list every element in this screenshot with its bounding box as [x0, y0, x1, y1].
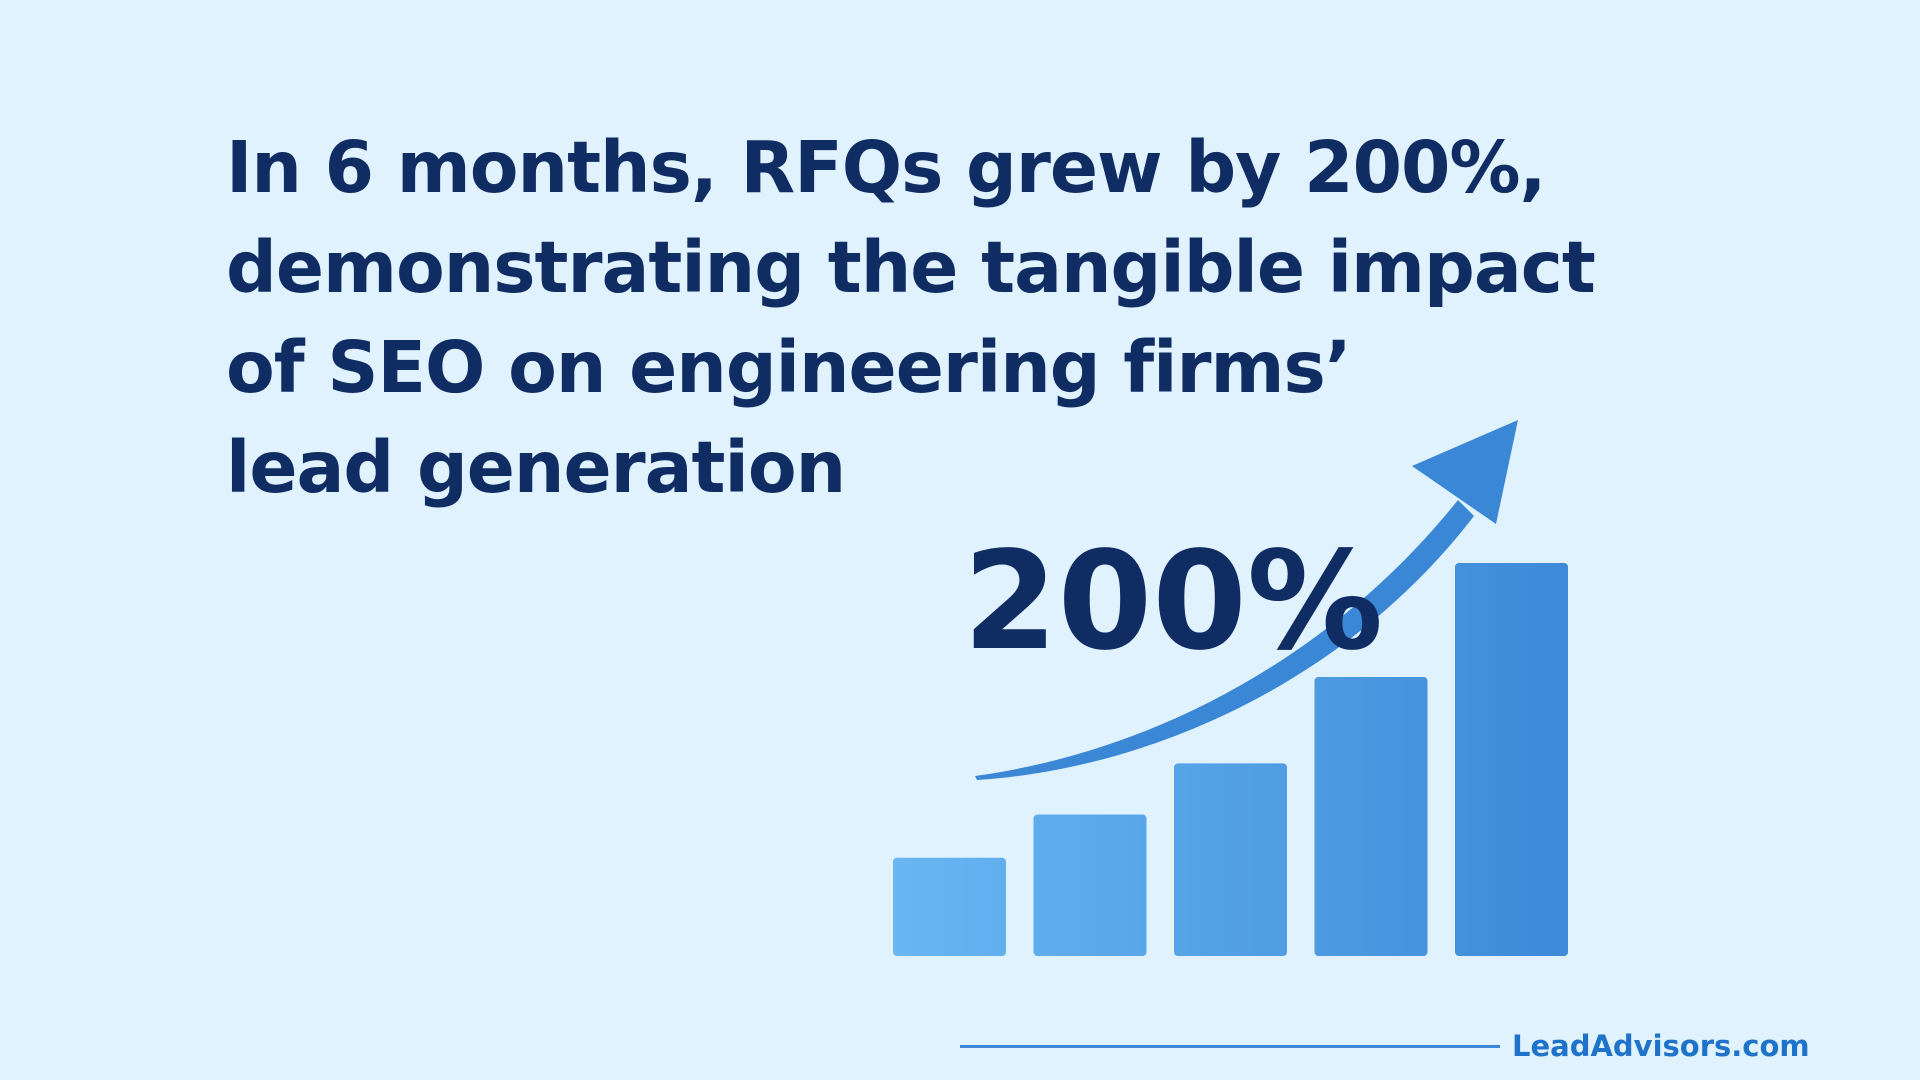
bar-2: [1033, 814, 1147, 956]
bar-3: [1174, 763, 1287, 956]
headline-line-2: demonstrating the tangible impact: [226, 226, 1596, 309]
bar-4: [1314, 676, 1428, 956]
bar-1: [893, 857, 1006, 956]
growth-value-label: 200%: [963, 523, 1383, 681]
bar-group: [893, 563, 1568, 956]
bar-5: [1455, 563, 1568, 956]
brand-link[interactable]: LeadAdvisors.com: [1512, 1029, 1810, 1063]
headline-line-1: In 6 months, RFQs grew by 200%,: [226, 126, 1547, 209]
headline: In 6 months, RFQs grew by 200%, demonstr…: [226, 118, 1706, 518]
footer-divider: [960, 1045, 1500, 1048]
trend-arrow-head-icon: [1412, 420, 1518, 524]
headline-line-4: lead generation: [226, 426, 846, 509]
headline-line-3: of SEO on engineering firms’: [226, 326, 1352, 409]
